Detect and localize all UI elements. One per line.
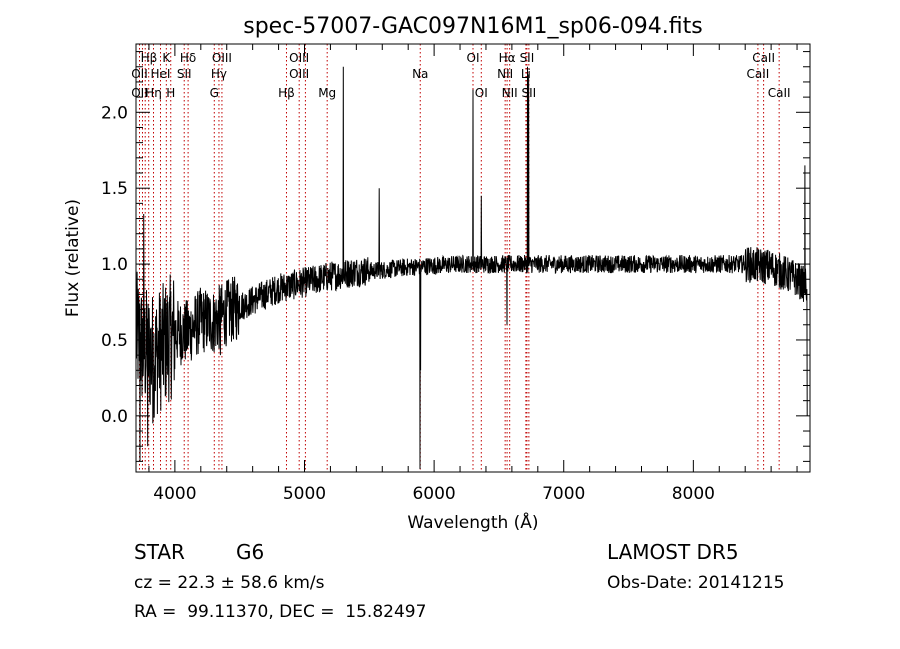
x-tick-label: 8000 xyxy=(672,484,715,504)
x-axis-ticks: 4000 5000 6000 7000 8000 xyxy=(148,44,798,504)
x-axis-label: Wavelength (Å) xyxy=(407,511,538,533)
line-id-label: CaII xyxy=(768,86,791,100)
line-id-label: Li xyxy=(521,67,531,81)
line-id-label: Na xyxy=(412,67,428,81)
line-id-label: SII xyxy=(177,67,192,81)
object-subclass: G6 xyxy=(236,540,265,564)
line-id-label: Hη xyxy=(145,86,162,100)
line-id-label: HeI xyxy=(151,67,171,81)
line-id-label: Hα xyxy=(499,51,516,65)
y-tick-label: 0.5 xyxy=(101,331,128,351)
plot-frame xyxy=(135,43,811,473)
line-id-label: OIII xyxy=(289,51,309,65)
line-id-label: Hβ xyxy=(278,86,295,100)
y-tick-label: 0.0 xyxy=(101,407,128,427)
line-id-label: OIII xyxy=(289,67,309,81)
x-tick-label: 7000 xyxy=(542,484,585,504)
line-id-label: Hβ xyxy=(141,51,158,65)
line-id-label: OIII xyxy=(212,51,232,65)
x-tick-label: 4000 xyxy=(153,484,196,504)
survey-name: LAMOST DR5 xyxy=(607,540,739,564)
line-id-label: CaII xyxy=(752,51,775,65)
x-tick-label: 5000 xyxy=(283,484,326,504)
y-axis-label: Flux (relative) xyxy=(63,199,83,317)
y-tick-label: 1.5 xyxy=(101,179,128,199)
x-tick-label: 6000 xyxy=(412,484,455,504)
line-id-label: OI xyxy=(475,86,488,100)
line-id-label: OII xyxy=(131,67,148,81)
spectrum-line xyxy=(135,66,808,470)
line-id-label: K xyxy=(162,51,171,65)
line-id-label: Mg xyxy=(318,86,336,100)
y-tick-label: 2.0 xyxy=(101,103,128,123)
line-id-label: CaII xyxy=(746,67,769,81)
coordinates: RA = 99.11370, DEC = 15.82497 xyxy=(134,602,427,622)
line-id-label: NII xyxy=(497,67,513,81)
line-id-label: OII xyxy=(131,86,148,100)
object-class: STAR xyxy=(134,540,185,564)
line-id-labels: Hβ K Hδ OIII OIII OI Hα SII CaII OII HeI SII Hγ OIII N… xyxy=(131,51,790,100)
y-tick-label: 1.0 xyxy=(101,255,128,275)
chart-title: spec-57007-GAC097N16M1_sp06-094.fits xyxy=(243,14,703,39)
redshift-velocity: cz = 22.3 ± 58.6 km/s xyxy=(134,573,325,593)
line-id-label: Hδ xyxy=(180,51,196,65)
line-id-label: H xyxy=(166,86,175,100)
line-id-label: Hγ xyxy=(211,67,227,81)
line-id-label: G xyxy=(210,86,219,100)
line-id-label: OI xyxy=(467,51,480,65)
observation-date: Obs-Date: 20141215 xyxy=(607,573,785,593)
line-id-label: SII xyxy=(520,51,535,65)
y-axis-ticks: 0.0 0.5 1.0 1.5 2.0 xyxy=(101,51,810,462)
line-id-label: NII xyxy=(502,86,518,100)
